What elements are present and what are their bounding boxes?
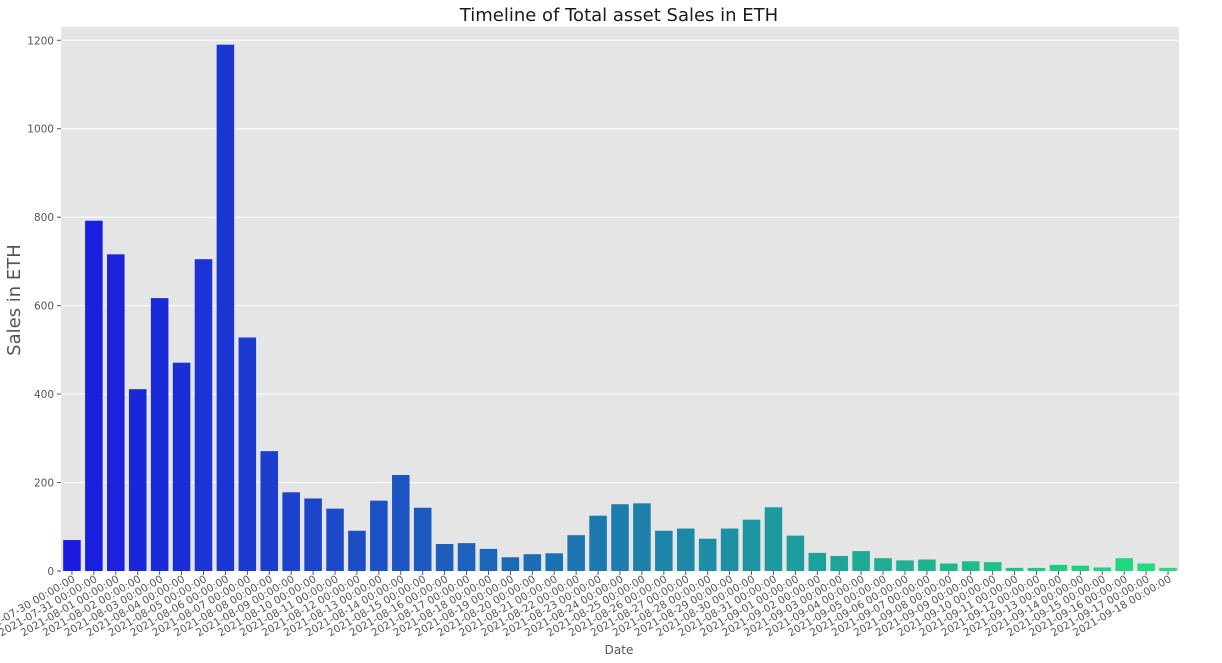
bar bbox=[896, 560, 914, 571]
y-tick-label: 600 bbox=[34, 301, 54, 313]
y-tick-label: 400 bbox=[34, 389, 54, 401]
bar bbox=[545, 553, 563, 571]
bar bbox=[458, 543, 476, 571]
y-tick-label: 0 bbox=[47, 566, 54, 578]
bar bbox=[1159, 568, 1177, 571]
bar bbox=[63, 540, 81, 571]
bar bbox=[765, 507, 783, 571]
bar bbox=[809, 553, 827, 571]
bar bbox=[414, 508, 432, 571]
bar bbox=[173, 363, 191, 571]
bar bbox=[195, 259, 213, 571]
bar bbox=[348, 531, 366, 571]
bar bbox=[567, 535, 585, 571]
bar bbox=[1137, 563, 1155, 571]
bar bbox=[85, 221, 103, 571]
bar bbox=[304, 498, 322, 571]
bar bbox=[480, 549, 498, 571]
bar bbox=[326, 509, 344, 571]
y-tick-label: 800 bbox=[34, 212, 54, 224]
x-axis-label: Date bbox=[605, 643, 634, 657]
bar bbox=[984, 562, 1002, 571]
bar bbox=[655, 531, 673, 571]
y-tick-label: 1000 bbox=[27, 124, 54, 136]
bar bbox=[1050, 565, 1068, 571]
bar bbox=[239, 337, 257, 571]
bar bbox=[1028, 568, 1046, 571]
bar bbox=[830, 556, 848, 571]
bar bbox=[436, 544, 454, 571]
bar bbox=[918, 560, 936, 571]
bar bbox=[962, 561, 980, 571]
bar bbox=[524, 554, 542, 571]
bar bbox=[721, 529, 739, 571]
y-tick-label: 1200 bbox=[27, 35, 54, 47]
y-tick-label: 200 bbox=[34, 478, 54, 490]
bar bbox=[633, 503, 651, 571]
bar bbox=[1072, 566, 1090, 571]
bar bbox=[370, 501, 388, 571]
bar bbox=[217, 45, 235, 571]
bar bbox=[502, 557, 520, 571]
bar bbox=[589, 516, 607, 571]
bar bbox=[1094, 567, 1112, 571]
bar bbox=[282, 492, 300, 571]
bar bbox=[743, 520, 761, 571]
bar bbox=[611, 504, 629, 571]
bar bbox=[874, 558, 892, 571]
bar bbox=[940, 563, 958, 571]
bar bbox=[1006, 568, 1024, 571]
y-axis-label: Sales in ETH bbox=[4, 244, 25, 356]
bar bbox=[260, 451, 278, 571]
bar bbox=[677, 529, 695, 571]
bar bbox=[1115, 558, 1133, 571]
y-axis-ticks: 0 200 400 600 800 1000 1200 bbox=[27, 35, 61, 578]
chart-title: Timeline of Total asset Sales in ETH bbox=[459, 5, 778, 26]
bar bbox=[151, 298, 169, 571]
bar bbox=[787, 536, 805, 571]
bar bbox=[392, 475, 410, 571]
bar bbox=[699, 539, 717, 571]
bar bbox=[129, 389, 147, 571]
bar bbox=[107, 254, 125, 571]
bar bbox=[852, 551, 870, 571]
